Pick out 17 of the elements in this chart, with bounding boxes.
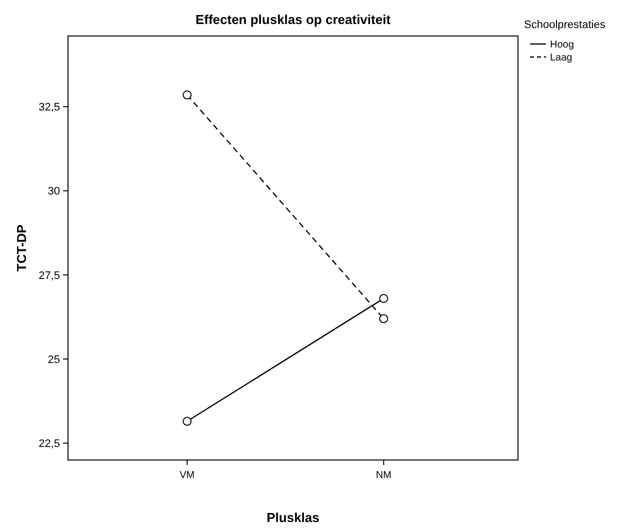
y-tick-label: 22,5 <box>38 438 60 450</box>
y-tick-label: 30 <box>48 186 60 198</box>
x-axis-title: Plusklas <box>266 510 320 525</box>
x-tick-label: VM <box>180 470 195 481</box>
chart-title: Effecten plusklas op creativiteit <box>195 12 392 27</box>
y-axis-title: TCT-DP <box>14 224 29 272</box>
legend-title: Schoolprestaties <box>524 19 606 31</box>
legend-label: Hoog <box>550 40 574 50</box>
y-tick-label: 25 <box>48 354 60 366</box>
point <box>379 294 388 303</box>
legend-label: Laag <box>550 52 572 64</box>
point <box>379 314 388 324</box>
y-tick-label: 27,5 <box>38 270 60 282</box>
point <box>182 90 192 100</box>
point <box>182 416 192 426</box>
y-tick-label: 32,5 <box>38 102 60 114</box>
x-tick-label: NM <box>376 470 392 481</box>
